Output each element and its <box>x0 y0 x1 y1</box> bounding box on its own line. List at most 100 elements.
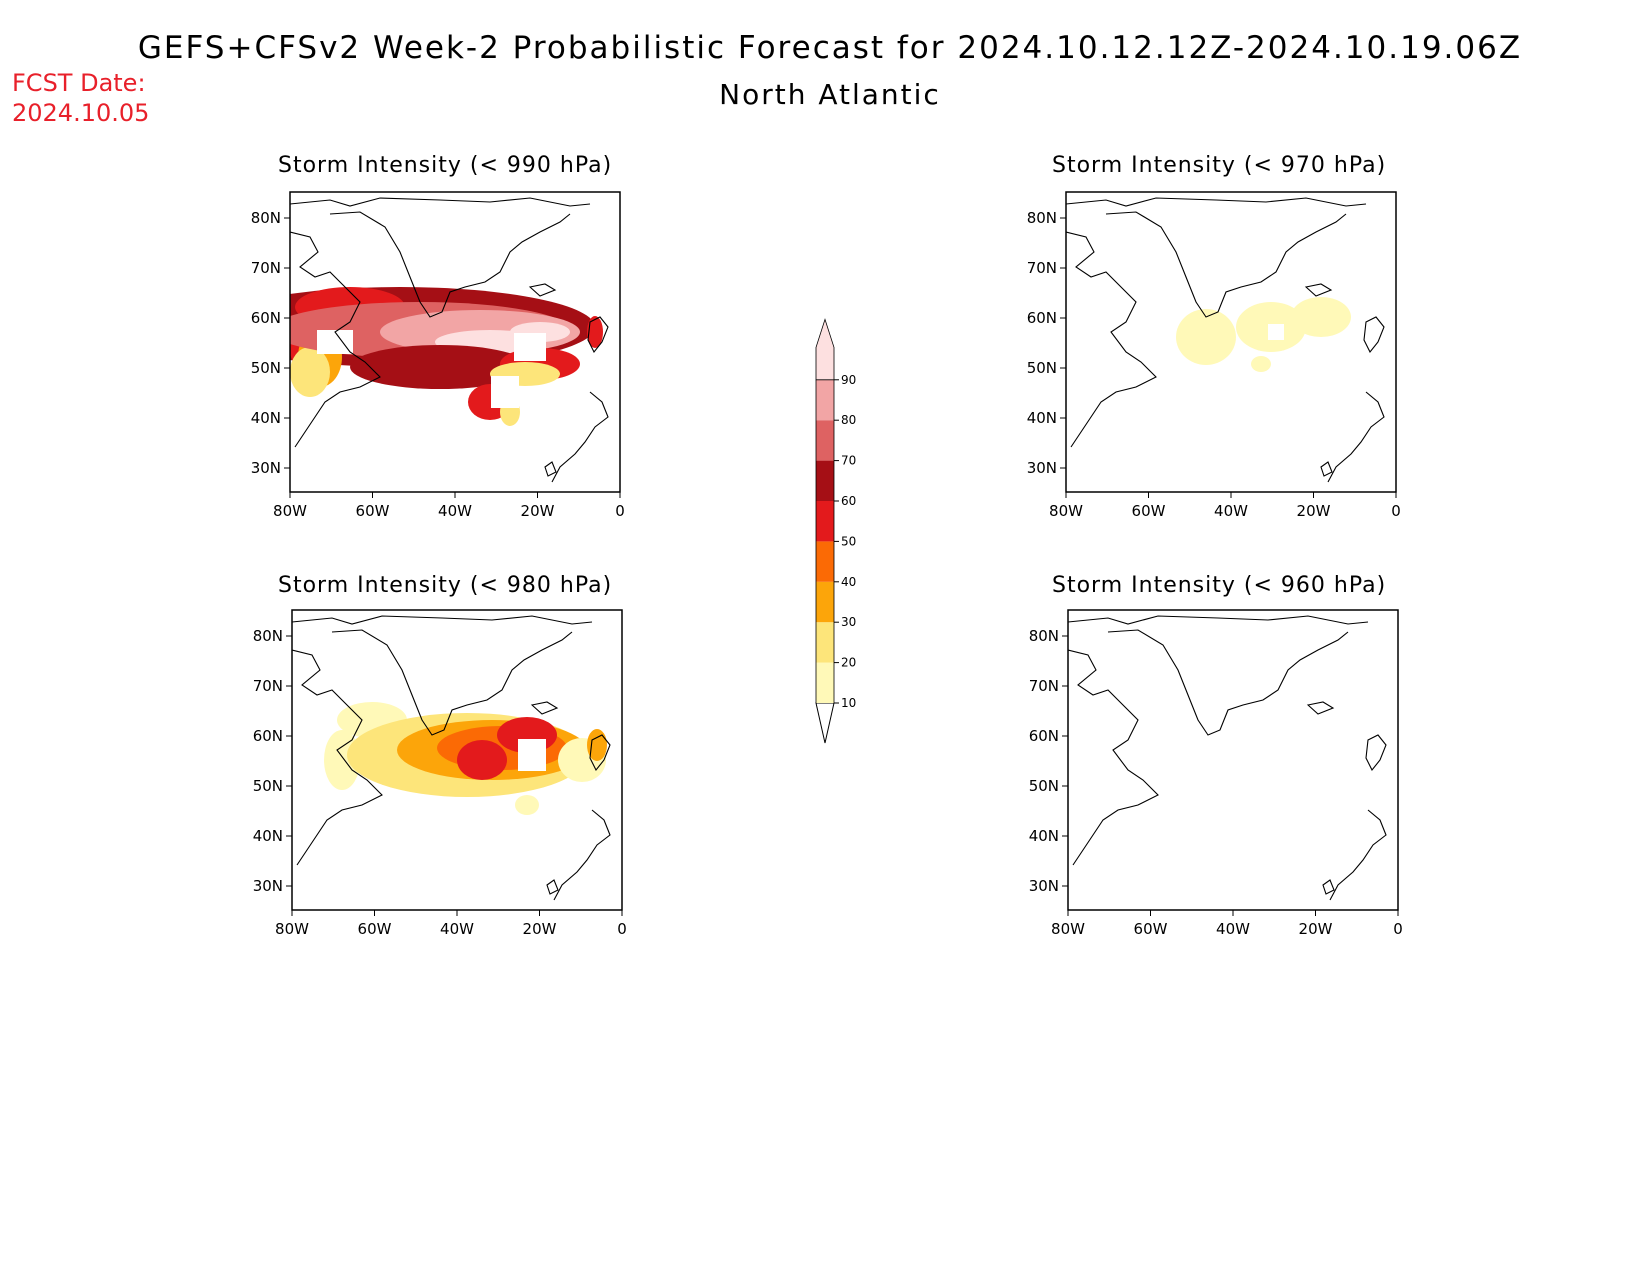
lat-tick-label: 40N <box>253 827 283 845</box>
colorbar-swatch <box>816 541 834 582</box>
coastline <box>329 211 571 318</box>
lat-tick-label: 50N <box>253 777 283 795</box>
lon-tick-label: 80W <box>273 502 307 520</box>
lat-tick-label: 30N <box>1029 877 1059 895</box>
colorbar-label: 50 <box>841 534 856 548</box>
coastline <box>292 615 593 625</box>
lon-tick-label: 20W <box>1299 920 1333 938</box>
probability-gap <box>514 333 546 361</box>
lon-tick-label: 20W <box>1297 502 1331 520</box>
probability-shading <box>515 795 539 815</box>
probability-shading <box>1291 297 1351 337</box>
lat-tick-label: 40N <box>1029 827 1059 845</box>
probability-shading <box>587 729 607 761</box>
fcst-date-label: FCST Date: <box>12 69 146 97</box>
colorbar-label: 40 <box>841 575 856 589</box>
coastline <box>553 809 611 901</box>
lon-tick-label: 60W <box>356 502 390 520</box>
colorbar: 10 20 30 40 50 60 70 80 90 <box>815 318 856 744</box>
lat-tick-label: 60N <box>253 727 283 745</box>
colorbar-label: 80 <box>841 413 856 427</box>
probability-gap <box>1268 324 1284 340</box>
colorbar-swatch <box>816 622 834 663</box>
lon-tick-label: 20W <box>523 920 557 938</box>
panel-title-970: Storm Intensity (< 970 hPa) <box>1052 153 1387 178</box>
lon-tick-label: 40W <box>1214 502 1248 520</box>
lon-tick-label: 40W <box>440 920 474 938</box>
lon-tick-label: 0 <box>617 920 627 938</box>
coastline <box>1322 879 1335 895</box>
coastline <box>292 649 383 866</box>
coastline <box>1304 283 1333 297</box>
colorbar-swatch <box>815 318 835 381</box>
coastline <box>589 734 611 772</box>
lon-tick-label: 80W <box>1051 920 1085 938</box>
map-panel-970: 80N 70N 60N 50N 40N 30N 80W 60W 40W 20W 0 <box>1027 191 1401 520</box>
lon-tick-label: 0 <box>1393 920 1403 938</box>
figure-title: GEFS+CFSv2 Week-2 Probabilistic Forecast… <box>137 30 1523 66</box>
lat-tick-label: 60N <box>251 309 281 327</box>
lat-tick-label: 70N <box>1027 259 1057 277</box>
fcst-date-value: 2024.10.05 <box>12 99 150 127</box>
coastline <box>1320 461 1333 477</box>
lon-tick-label: 0 <box>615 502 625 520</box>
lon-tick-label: 60W <box>1132 502 1166 520</box>
lat-tick-label: 70N <box>251 259 281 277</box>
lat-tick-label: 70N <box>1029 677 1059 695</box>
lon-tick-label: 80W <box>1049 502 1083 520</box>
panel-title-960: Storm Intensity (< 960 hPa) <box>1052 573 1387 598</box>
lon-tick-label: 40W <box>438 502 472 520</box>
probability-shading <box>457 740 507 780</box>
colorbar-swatch <box>816 662 834 703</box>
coastline <box>544 461 557 477</box>
colorbar-swatch <box>816 501 834 542</box>
probability-shading <box>587 316 603 348</box>
lat-tick-label: 60N <box>1029 727 1059 745</box>
lat-tick-label: 50N <box>1029 777 1059 795</box>
lat-tick-label: 30N <box>251 459 281 477</box>
coastline <box>1066 197 1367 207</box>
probability-gap <box>317 330 353 354</box>
probability-gap <box>518 739 546 771</box>
lat-tick-label: 30N <box>1027 459 1057 477</box>
lat-tick-label: 50N <box>1027 359 1057 377</box>
map-panel-960: 80N 70N 60N 50N 40N 30N 80W 60W 40W 20W 0 <box>1029 609 1403 938</box>
probability-shading <box>1176 309 1236 365</box>
lon-tick-label: 60W <box>1134 920 1168 938</box>
colorbar-label: 30 <box>841 615 856 629</box>
coastline <box>1363 316 1385 354</box>
coastline <box>1327 391 1385 483</box>
coastline <box>587 316 609 354</box>
lat-tick-label: 80N <box>251 209 281 227</box>
lat-tick-label: 40N <box>1027 409 1057 427</box>
lon-tick-label: 20W <box>521 502 555 520</box>
lon-tick-label: 60W <box>358 920 392 938</box>
coastline <box>290 197 591 207</box>
colorbar-swatch <box>816 581 834 623</box>
coastline <box>530 701 559 715</box>
coastline <box>1107 629 1349 736</box>
colorbar-swatch <box>816 379 834 421</box>
lat-tick-label: 60N <box>1027 309 1057 327</box>
coastline <box>331 629 573 736</box>
probability-shading <box>290 347 330 397</box>
coastline <box>546 879 559 895</box>
colorbar-label: 10 <box>841 696 856 710</box>
lon-tick-label: 0 <box>1391 502 1401 520</box>
colorbar-end <box>815 702 835 744</box>
colorbar-label: 20 <box>841 656 856 670</box>
colorbar-swatch <box>816 460 834 501</box>
coastline <box>1066 231 1157 448</box>
colorbar-swatch <box>816 420 834 461</box>
map-frame <box>1067 609 1399 911</box>
lat-tick-label: 50N <box>251 359 281 377</box>
map-panel-980: 80N 70N 60N 50N 40N 30N 80W 60W 40W 20W 0 <box>253 609 627 938</box>
coastline <box>290 231 381 448</box>
lat-tick-label: 40N <box>251 409 281 427</box>
lat-tick-label: 80N <box>253 627 283 645</box>
lat-tick-label: 30N <box>253 877 283 895</box>
colorbar-label: 60 <box>841 494 856 508</box>
coastline <box>1329 809 1387 901</box>
lat-tick-label: 70N <box>253 677 283 695</box>
